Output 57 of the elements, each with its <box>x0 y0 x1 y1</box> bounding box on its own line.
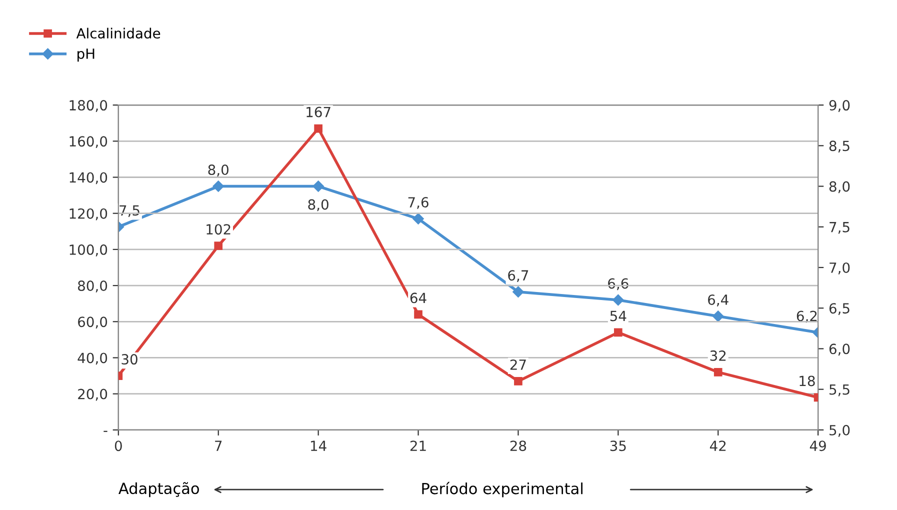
x-tick-label: 14 <box>310 440 326 451</box>
text: Adaptação <box>118 482 199 498</box>
data-label: 18 <box>800 376 815 386</box>
data-label: 7,6 <box>408 197 428 209</box>
y-tick-label: 60,0 <box>78 316 108 329</box>
data-label: 167 <box>306 106 330 118</box>
y-tick-label: 180,0 <box>70 100 108 112</box>
x-tick-label: 28 <box>510 440 526 452</box>
data-label: 6,4 <box>708 294 728 306</box>
point <box>314 124 322 133</box>
y-tick-label: 40,0 <box>78 352 108 365</box>
y-tick-label: 140,0 <box>70 172 108 184</box>
y-tick-label: 80,0 <box>78 280 108 292</box>
point <box>712 310 724 322</box>
y2-tick-label: 6,5 <box>829 303 850 315</box>
y-tick-label: 160,0 <box>70 136 108 148</box>
data-label: 32 <box>710 350 726 361</box>
y2-tick-label: 6,0 <box>829 344 850 356</box>
x-tick-label: 49 <box>810 440 826 452</box>
y-tick-label: 120,0 <box>70 208 108 220</box>
point <box>614 328 622 337</box>
point <box>312 180 324 192</box>
data-label: 8,0 <box>308 199 328 212</box>
y2-tick-label: 7,0 <box>830 262 850 274</box>
y2-tick-label: 5,5 <box>830 384 850 396</box>
point <box>514 377 522 386</box>
data-label: 64 <box>410 292 426 304</box>
x-tick-label: 0 <box>114 440 122 452</box>
point <box>214 242 223 250</box>
y2-tick-label: 9,0 <box>829 100 850 112</box>
point <box>612 294 624 306</box>
legend-label: pH <box>78 48 94 62</box>
y2-tick-label: 7,5 <box>830 222 850 234</box>
data-label: 6,2 <box>796 310 817 323</box>
x-tick-label: 21 <box>410 440 426 451</box>
x-tick-label: 35 <box>610 440 626 452</box>
data-label: 102 <box>206 224 230 235</box>
y-tick-label: 100,0 <box>70 244 108 256</box>
data-label: 8,0 <box>208 164 228 176</box>
data-label: 30 <box>122 354 138 365</box>
point <box>212 180 224 192</box>
data-label: 6,7 <box>508 270 528 282</box>
x-tick-label: 42 <box>710 440 726 451</box>
data-label: 27 <box>510 359 526 370</box>
text: Período experimental <box>422 482 582 498</box>
point <box>512 286 524 298</box>
y-tick-label: - <box>104 430 108 432</box>
y2-tick-label: 5,0 <box>830 424 850 437</box>
point <box>414 310 422 319</box>
y-tick-label: 20,0 <box>78 388 108 401</box>
y2-tick-label: 8,5 <box>829 140 850 153</box>
y2-tick-label: 8,0 <box>829 181 850 194</box>
legend-label: Alcalinidade <box>76 28 160 39</box>
point <box>714 368 722 376</box>
data-label: 54 <box>610 310 626 322</box>
point <box>412 213 424 224</box>
x-tick-label: 7 <box>215 440 222 451</box>
